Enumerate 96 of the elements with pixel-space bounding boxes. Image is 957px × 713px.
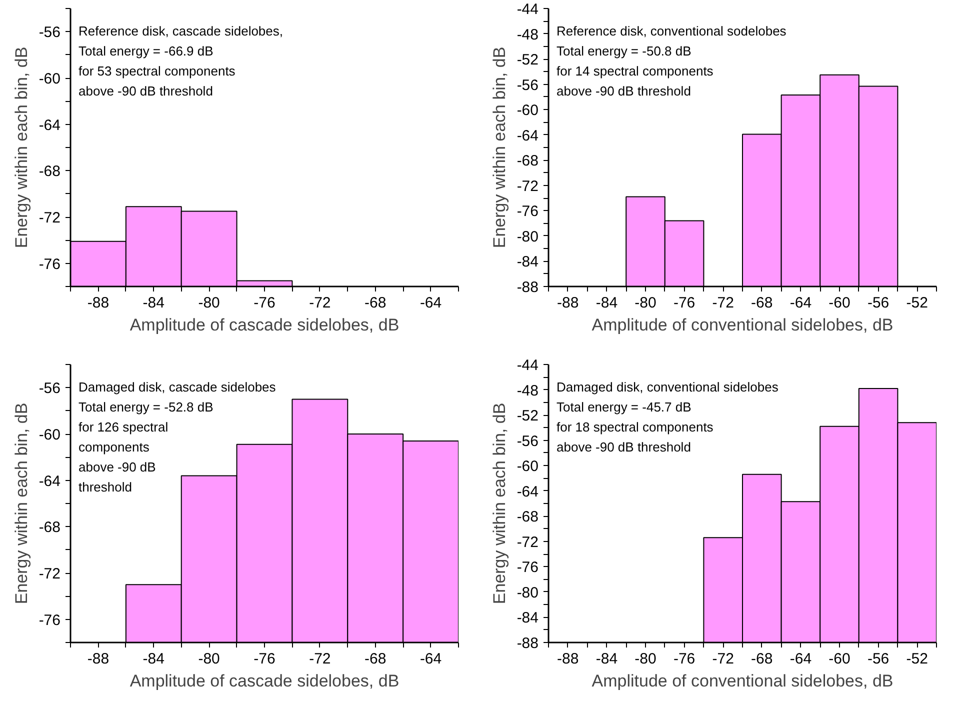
y-tick-label: -60 <box>38 70 61 88</box>
y-axis-title: Energy within each bin, dB <box>12 46 31 248</box>
x-tick-label: -80 <box>198 650 220 668</box>
x-tick-label: -56 <box>867 650 890 668</box>
annotation: Damaged disk, cascade sidelobes <box>78 380 276 394</box>
y-tick-label: -80 <box>516 228 539 246</box>
y-tick-label: -72 <box>516 534 539 551</box>
annotation: Total energy = -50.8 dB <box>556 44 692 58</box>
annotation: Reference disk, conventional sodelobes <box>556 24 787 38</box>
x-tick-label: -80 <box>634 650 656 668</box>
y-tick-label: -68 <box>516 152 539 170</box>
y-axis-title: Energy within each bin, dB <box>490 46 509 248</box>
annotation: Damaged disk, conventional sidelobes <box>556 380 779 394</box>
x-tick-label: -84 <box>596 294 618 312</box>
x-tick-label: -76 <box>254 294 276 312</box>
y-tick-label: -76 <box>516 203 539 220</box>
annotation: for 18 spectral components <box>556 420 714 434</box>
y-tick-label: -60 <box>516 102 539 120</box>
x-tick-label: -64 <box>420 294 442 312</box>
x-tick-label: -76 <box>673 294 696 312</box>
y-tick-label: -56 <box>516 432 539 450</box>
annotation: above -90 dB threshold <box>78 84 213 98</box>
x-axis-title: Amplitude of conventional sidelobes, dB <box>592 672 894 690</box>
x-tick-label: -80 <box>634 294 656 312</box>
x-tick-label: -64 <box>790 294 812 312</box>
x-tick-label: -64 <box>790 650 812 668</box>
x-tick-label: -68 <box>751 294 773 312</box>
y-tick-label: -60 <box>516 458 539 476</box>
annotation: threshold <box>78 480 132 494</box>
x-tick-label: -80 <box>198 294 220 312</box>
x-tick-label: -52 <box>906 294 928 312</box>
x-tick-label: -68 <box>364 650 386 668</box>
annotation: components <box>78 440 150 454</box>
x-tick-label: -56 <box>867 294 890 312</box>
y-tick-label: -84 <box>516 254 539 271</box>
x-axis-title: Amplitude of conventional sidelobes, dB <box>592 316 894 334</box>
x-tick-label: -84 <box>596 650 618 668</box>
annotation: Reference disk, cascade sidelobes, <box>78 24 284 38</box>
annotation: Total energy = -52.8 dB <box>78 400 214 414</box>
x-tick-label: -64 <box>420 650 442 668</box>
annotation: above -90 dB threshold <box>556 440 691 454</box>
y-tick-label: -72 <box>38 566 61 582</box>
x-tick-label: -76 <box>254 650 276 668</box>
y-axis-title: Energy within each bin, dB <box>490 402 509 604</box>
y-tick-label: -68 <box>38 163 61 180</box>
y-tick-label: -64 <box>38 116 61 134</box>
y-tick-label: -52 <box>516 408 539 425</box>
y-tick-label: -64 <box>38 472 61 490</box>
y-tick-label: -68 <box>516 508 539 526</box>
x-axis-title: Amplitude of cascade sidelobes, dB <box>130 672 400 690</box>
y-tick-label: -72 <box>38 210 61 226</box>
annotation: above -90 dB <box>78 460 156 474</box>
x-tick-label: -84 <box>142 650 164 668</box>
x-tick-label: -68 <box>751 650 773 668</box>
y-tick-label: -60 <box>38 426 61 444</box>
x-axis-title: Amplitude of cascade sidelobes, dB <box>130 316 400 334</box>
y-tick-label: -84 <box>516 610 539 627</box>
y-tick-label: -88 <box>516 635 539 652</box>
x-tick-label: -60 <box>828 650 850 668</box>
y-tick-label: -80 <box>516 584 539 602</box>
y-tick-label: -56 <box>516 76 539 94</box>
y-tick-label: -44 <box>516 1 539 18</box>
y-tick-label: -44 <box>516 357 539 374</box>
y-tick-label: -56 <box>38 24 61 42</box>
x-tick-label: -76 <box>673 650 696 668</box>
y-tick-label: -88 <box>516 279 539 296</box>
annotation: Total energy = -66.9 dB <box>78 44 214 58</box>
x-tick-label: -72 <box>309 294 331 312</box>
x-tick-label: -68 <box>364 294 386 312</box>
annotation: Total energy = -45.7 dB <box>556 400 692 414</box>
y-tick-label: -76 <box>38 612 61 629</box>
y-tick-label: -72 <box>516 178 539 195</box>
y-tick-label: -76 <box>38 256 61 273</box>
y-tick-label: -48 <box>516 26 539 44</box>
y-tick-label: -64 <box>516 483 539 500</box>
annotation: above -90 dB threshold <box>556 84 691 98</box>
x-tick-label: -84 <box>142 294 164 312</box>
y-tick-label: -48 <box>516 382 539 400</box>
x-tick-label: -72 <box>712 294 734 312</box>
x-tick-label: -52 <box>906 650 928 668</box>
y-tick-label: -68 <box>38 519 61 536</box>
annotation: for 126 spectral <box>78 420 168 434</box>
annotation: for 14 spectral components <box>556 64 714 78</box>
x-tick-label: -88 <box>87 294 110 312</box>
annotation: for 53 spectral components <box>78 64 236 78</box>
y-tick-label: -64 <box>516 127 539 144</box>
y-tick-label: -76 <box>516 559 539 576</box>
x-tick-label: -72 <box>309 650 331 668</box>
x-tick-label: -88 <box>557 650 579 668</box>
x-tick-label: -88 <box>557 294 579 312</box>
x-tick-label: -88 <box>87 650 110 668</box>
y-tick-label: -52 <box>516 52 539 69</box>
y-axis-title: Energy within each bin, dB <box>12 402 31 604</box>
x-tick-label: -72 <box>712 650 734 668</box>
y-tick-label: -56 <box>38 380 61 398</box>
x-tick-label: -60 <box>828 294 850 312</box>
